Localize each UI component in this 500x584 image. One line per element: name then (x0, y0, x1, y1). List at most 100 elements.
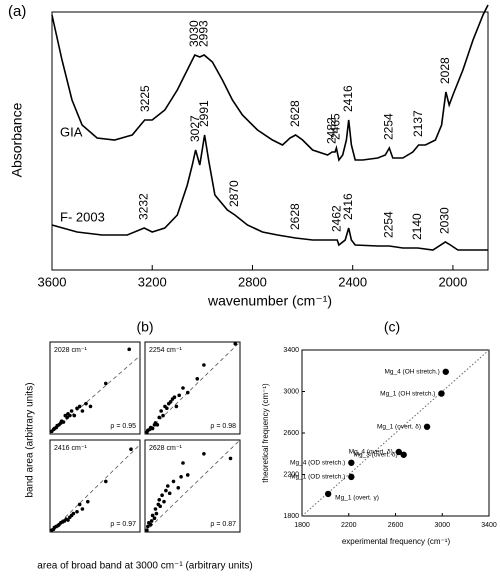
data-point (75, 406, 79, 411)
peak-label: 2628 (288, 203, 302, 230)
data-point (104, 479, 108, 484)
fit-line (144, 341, 241, 435)
data-point (423, 423, 431, 430)
peak-label: 2462 (329, 205, 343, 232)
y-tick-label: 3000 (283, 388, 299, 395)
data-point (65, 415, 69, 420)
peak-label: 2416 (341, 193, 355, 220)
correlation-label: ρ = 0.95 (110, 423, 136, 430)
x-axis-label: wavenumber (cm⁻¹) (207, 293, 332, 309)
panel-note: 2254 cm⁻¹ (149, 347, 183, 354)
data-point (77, 502, 82, 507)
data-point (153, 507, 158, 511)
x-tick-label: 3400 (481, 522, 497, 529)
y-tick-label: 2200 (283, 471, 299, 478)
peak-label: 2254 (381, 211, 395, 238)
data-point (177, 393, 181, 398)
data-point (127, 347, 131, 352)
point-label: Mg_3 (overt. δ) (354, 452, 398, 459)
panel-note: 2416 cm⁻¹ (54, 445, 88, 452)
data-point (154, 511, 159, 516)
point-label: Mg_1 (OD stretch.) (290, 474, 345, 481)
data-point (165, 406, 169, 411)
data-point (150, 513, 155, 518)
y-tick-label: 2600 (283, 430, 299, 437)
data-point (71, 511, 76, 516)
data-point (61, 420, 66, 424)
data-point (438, 390, 445, 397)
y-axis-label: Absorbance (9, 102, 25, 177)
correlation-label: ρ = 0.97 (110, 521, 136, 528)
x-tick-label: 2000 (438, 274, 467, 289)
data-point (84, 401, 88, 406)
data-point (167, 491, 172, 496)
spectrum-line (51, 4, 489, 162)
data-point (149, 519, 154, 523)
x-tick-label: 1800 (294, 522, 310, 529)
peak-label: 2030 (438, 207, 452, 234)
data-point (168, 400, 173, 404)
data-point (152, 516, 157, 520)
data-point (172, 395, 177, 400)
data-point (69, 409, 74, 413)
peak-label: 2993 (196, 20, 210, 47)
data-point (166, 484, 170, 488)
data-point (148, 522, 153, 527)
fit-line (144, 439, 241, 533)
point-label: Mg_1 (overt. γ) (335, 495, 379, 502)
peak-label: 2416 (341, 85, 355, 112)
point-label: Mg_1 (overt. δ) (377, 423, 421, 430)
data-point (158, 504, 162, 509)
data-point (233, 342, 238, 346)
spectrum-line (51, 134, 488, 251)
data-point (75, 509, 79, 514)
panel-label: (c) (384, 319, 400, 335)
data-point (164, 488, 168, 493)
x-tick-label: 2200 (341, 522, 357, 529)
panel-label: (a) (8, 3, 26, 20)
data-point (179, 475, 183, 479)
y-tick-label: 1800 (283, 513, 299, 520)
data-point (77, 404, 82, 409)
peak-label: 2628 (288, 100, 302, 127)
peak-label: 2140 (410, 213, 424, 240)
data-point (348, 459, 355, 466)
correlation-label: ρ = 0.98 (210, 423, 236, 430)
y-axis-label: theoretical frequency (cm⁻¹) (261, 383, 270, 483)
data-point (202, 452, 206, 456)
data-point (228, 456, 233, 461)
y-axis-label: band area (arbitrary units) (25, 382, 36, 497)
data-point (72, 413, 77, 418)
peak-label: 3030 (187, 20, 201, 47)
x-tick-label: 2400 (338, 274, 367, 289)
panel-label: (b) (136, 319, 153, 335)
data-point (162, 499, 166, 504)
data-point (195, 377, 200, 381)
peak-label: 2991 (197, 100, 211, 127)
data-point (86, 499, 90, 504)
data-point (150, 426, 155, 431)
data-point (324, 490, 332, 498)
x-tick-label: 3000 (434, 522, 450, 529)
data-point (202, 363, 206, 367)
peak-label: 2137 (411, 110, 425, 137)
fit-line (49, 355, 141, 435)
data-point (157, 498, 162, 502)
data-point (160, 493, 164, 498)
peak-label: 2254 (381, 113, 395, 140)
plot-frame (144, 439, 241, 533)
data-point (400, 451, 407, 458)
peak-label: 3225 (138, 85, 152, 112)
data-point (442, 368, 449, 375)
data-point (129, 447, 133, 452)
point-label: Mg_1 (OH stretch.) (380, 390, 435, 397)
x-tick-label: 3600 (38, 274, 67, 289)
series-label: GIA (60, 124, 83, 139)
data-point (176, 486, 181, 490)
data-point (185, 390, 190, 395)
data-point (80, 409, 85, 413)
x-axis-label: area of broad band at 3000 cm⁻¹ (arbitra… (37, 561, 252, 572)
data-point (68, 413, 72, 418)
data-point (348, 473, 355, 481)
point-label: Mg_4 (overt. δ) (349, 449, 393, 456)
